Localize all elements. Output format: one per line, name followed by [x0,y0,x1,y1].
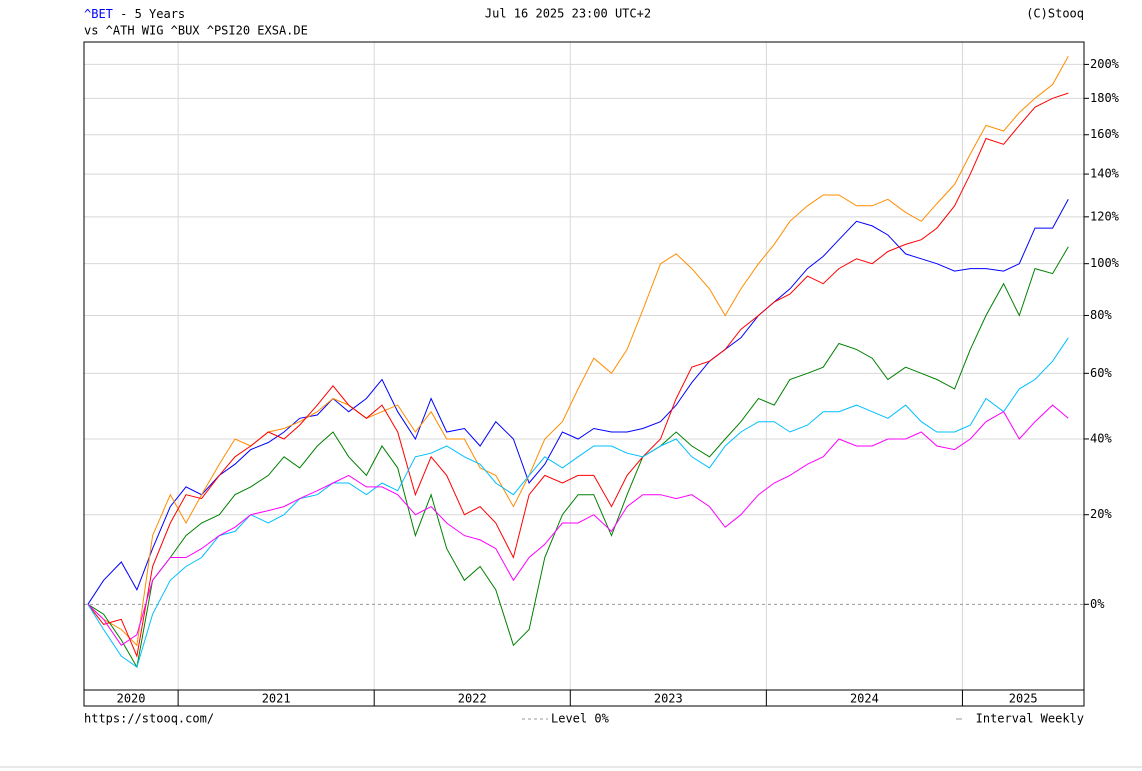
series-line [87,337,1069,668]
series-line [87,199,1069,605]
reference-label: Level 0% [551,712,610,726]
legend-label: WIG [142,24,164,38]
x-tick-label: 2023 [654,692,683,706]
x-tick-label: 2025 [1009,692,1038,706]
legend-label: ^BET [84,7,113,21]
x-tick-label: 2022 [458,692,487,706]
y-tick-label: 140% [1090,167,1120,181]
y-tick-label: 20% [1090,507,1112,521]
y-tick-label: 100% [1090,256,1120,270]
y-tick-label: 180% [1090,91,1120,105]
source-label: https://stooq.com/ [84,712,214,726]
y-tick-label: 120% [1090,209,1120,223]
series-line [87,92,1069,658]
series-line [87,246,1069,669]
chart-title: ^BET - 5 Years [84,7,185,21]
y-tick-label: 160% [1090,127,1120,141]
legend-label: EXSA.DE [257,24,308,38]
x-tick-label: 2021 [262,692,291,706]
plot-frame [83,41,1085,707]
y-tick-label: 60% [1090,366,1112,380]
compare-label: vs [84,24,98,38]
credit-label: (C)Stooq [1026,7,1084,21]
title-text: - 5 Years [120,7,185,21]
series-line [87,404,1069,646]
y-tick-label: 0% [1090,597,1105,611]
legend-label: ^PSI20 [207,24,250,38]
interval-label: Interval Weekly [976,712,1084,726]
x-tick-label: 2020 [117,692,146,706]
series-line [87,56,1069,647]
y-tick-label: 200% [1090,57,1120,71]
legend-label: ^ATH [106,24,135,38]
date-label: Jul 16 2025 23:00 UTC+2 [485,7,651,21]
y-tick-label: 80% [1090,308,1112,322]
y-tick-label: 40% [1090,431,1112,445]
x-tick-label: 2024 [850,692,879,706]
legend-label: ^BUX [171,24,201,38]
